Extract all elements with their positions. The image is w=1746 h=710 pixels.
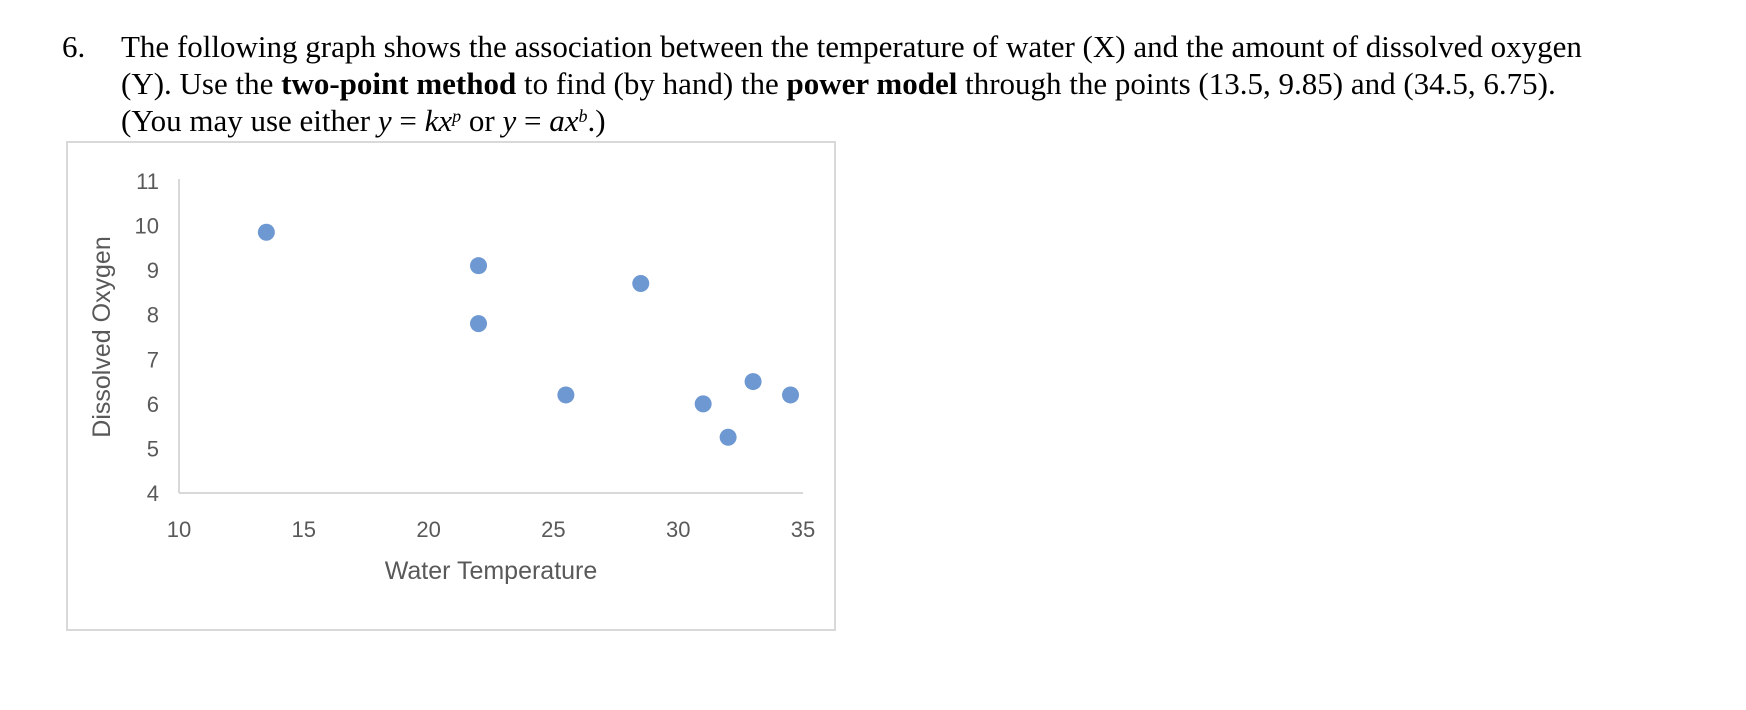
line3-text-a: (You may use either: [121, 103, 378, 138]
data-point: [719, 428, 737, 446]
x-axis-title: Water Temperature: [385, 557, 598, 585]
formula-2-y: y: [502, 103, 517, 138]
formula-2-ax: ax: [549, 103, 579, 138]
y-axis-title: Dissolved Oxygen: [88, 236, 116, 437]
line2-text-e: through the points (13.5, 9.85) and (34.…: [957, 66, 1556, 101]
question-line-1: The following graph shows the associatio…: [121, 29, 1582, 64]
line2-text-a: (Y). Use the: [121, 66, 282, 101]
formula-or: or: [461, 103, 503, 138]
formula-1-y: y: [377, 103, 392, 138]
data-point: [744, 373, 762, 391]
data-point: [470, 315, 488, 333]
y-tick-label: 8: [147, 303, 159, 328]
scatter-chart: 4 5 6 7 8 9 10 11 10 15 20 25 30 35 Water Temperature D…: [66, 141, 836, 631]
chart-canvas: 4 5 6 7 8 9 10 11 10 15 20 25 30 35 Water Temperature D…: [88, 169, 815, 585]
data-point: [557, 386, 575, 404]
formula-1-equals: =: [391, 103, 425, 138]
data-point: [632, 275, 650, 293]
question-number: 6.: [62, 29, 86, 64]
formula-1-kx: kx: [424, 103, 453, 138]
question-line-2: (Y). Use the two-point method to find (b…: [121, 65, 1731, 102]
y-tick-label: 11: [136, 169, 159, 194]
x-tick-label: 10: [167, 517, 191, 542]
line3-end: .): [587, 103, 606, 138]
data-point: [694, 395, 712, 413]
y-tick-label: 9: [147, 258, 159, 283]
power-model-term: power model: [786, 66, 958, 101]
two-point-method-term: two-point method: [281, 66, 517, 101]
x-tick-label: 25: [541, 517, 565, 542]
data-point: [782, 386, 800, 404]
line2-text-c: to find (by hand) the: [516, 66, 787, 101]
formula-1-exponent: p: [452, 106, 462, 126]
data-point: [470, 257, 488, 275]
y-tick-label: 4: [147, 481, 159, 506]
question-line-3: (You may use either y = kxp or y = axb.): [121, 102, 1731, 139]
y-tick-label: 5: [147, 436, 159, 461]
question-text: The following graph shows the associatio…: [121, 28, 1731, 139]
y-tick-label: 10: [135, 214, 159, 239]
x-tick-label: 20: [416, 517, 440, 542]
x-tick-label: 30: [666, 517, 690, 542]
y-tick-label: 6: [147, 392, 159, 417]
formula-2-exponent: b: [578, 106, 588, 126]
x-tick-label: 15: [292, 517, 316, 542]
data-point: [257, 223, 275, 241]
formula-2-equals: =: [516, 103, 550, 138]
y-tick-label: 7: [147, 347, 159, 372]
x-tick-label: 35: [791, 517, 815, 542]
